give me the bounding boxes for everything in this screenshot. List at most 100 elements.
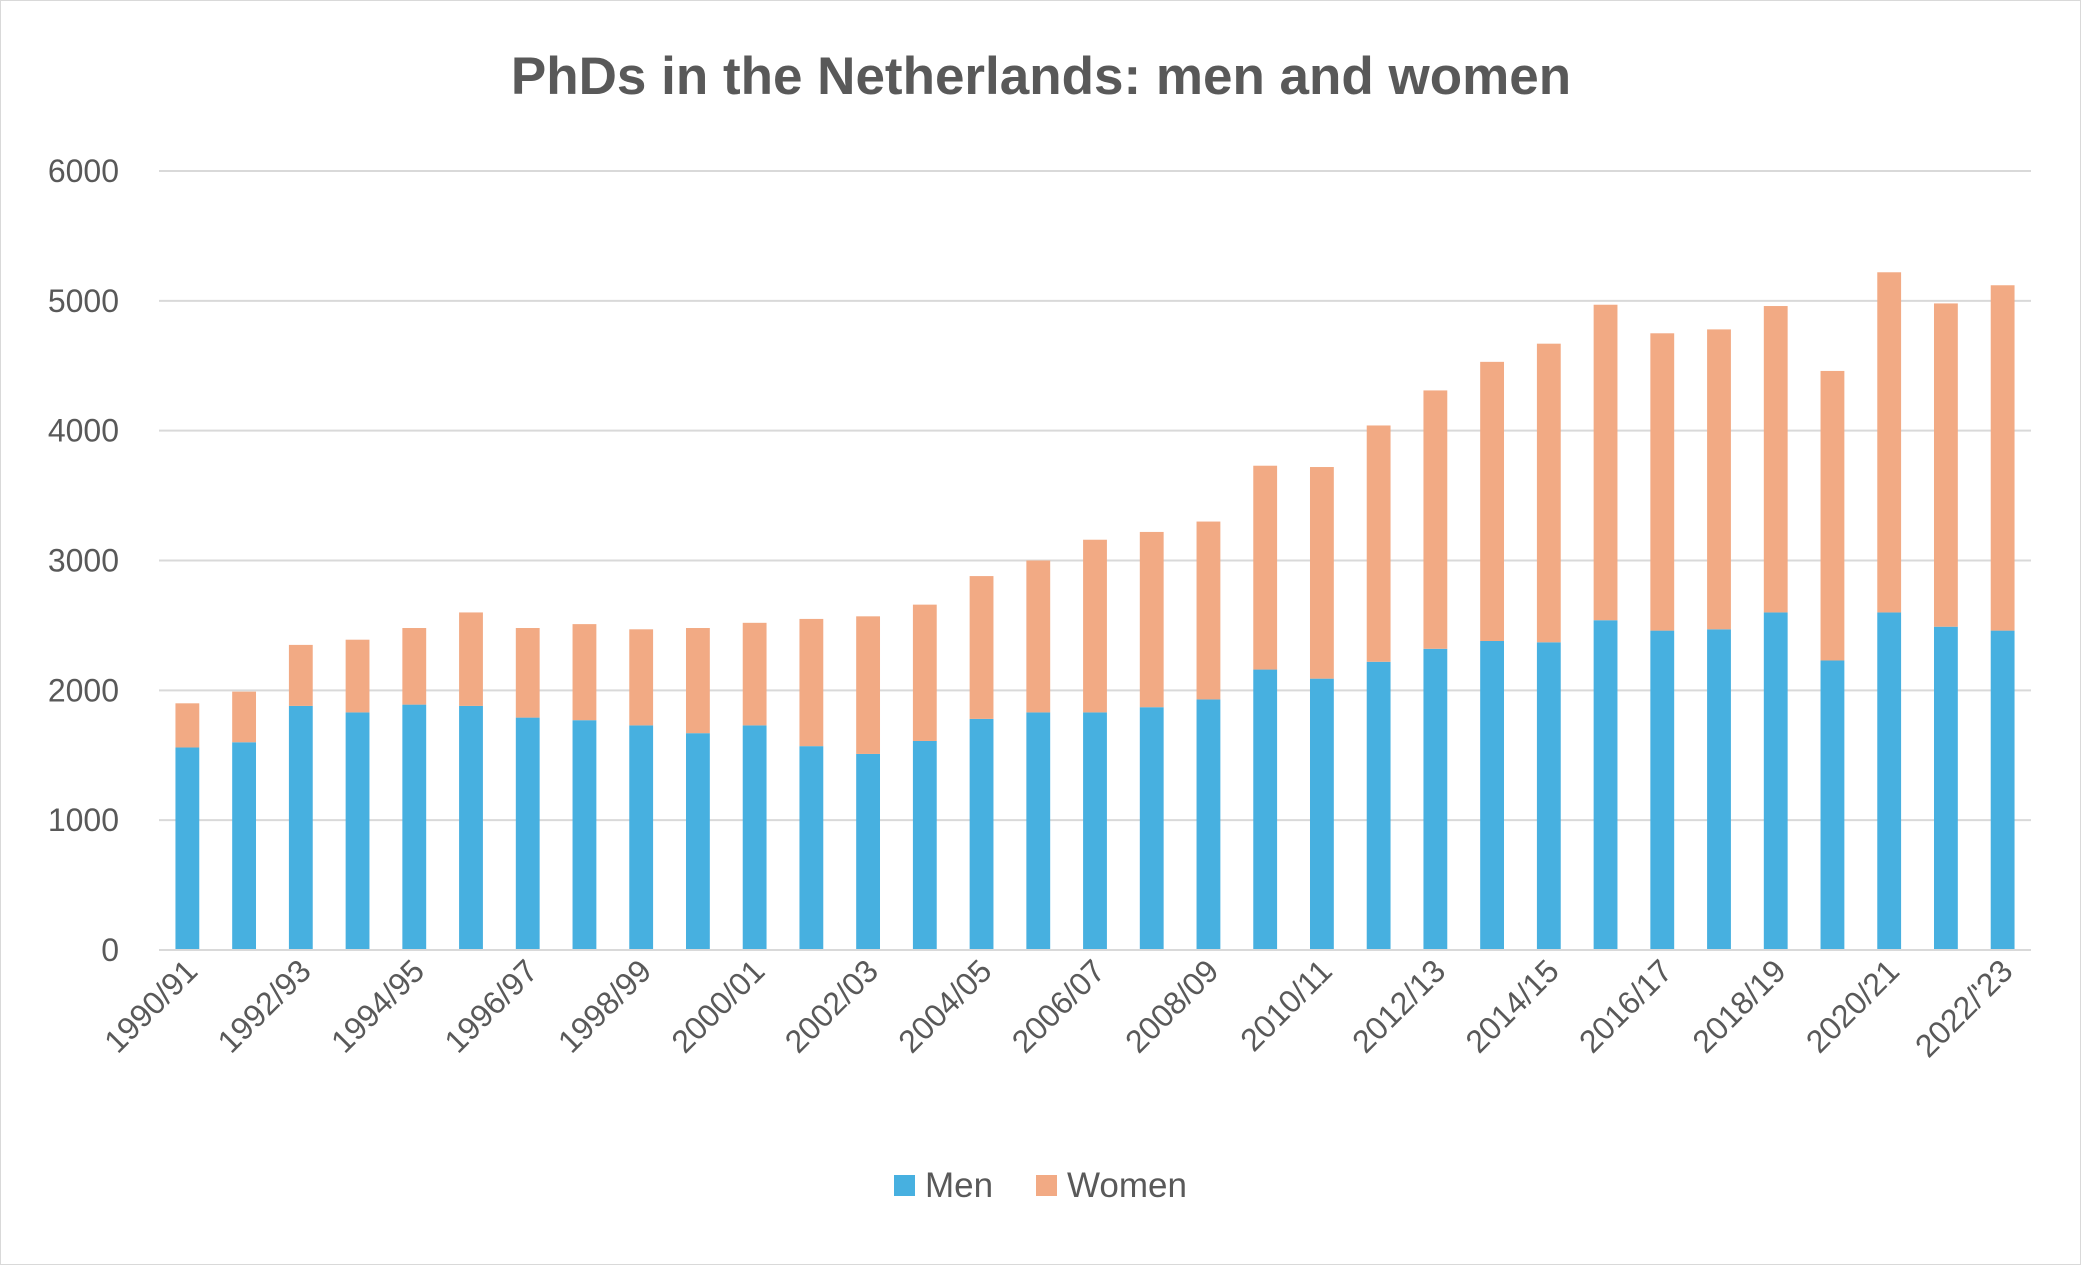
- bar-men: [1083, 712, 1107, 950]
- bar-men: [1933, 626, 1958, 950]
- bar-men: [1366, 661, 1391, 950]
- bar-women: [629, 629, 654, 726]
- bar-women: [1139, 531, 1164, 708]
- bar-women: [1763, 306, 1788, 613]
- x-tick-label: 1996/97: [437, 952, 544, 1059]
- bar-men: [1026, 712, 1051, 950]
- bar-women: [1593, 304, 1618, 621]
- x-tick-label: 2006/07: [1005, 952, 1112, 1059]
- y-tick-label: 4000: [48, 413, 119, 449]
- bar-women: [1026, 560, 1051, 713]
- bar-men: [1196, 699, 1221, 950]
- legend-swatch: [894, 1175, 915, 1196]
- bar-men: [685, 733, 710, 950]
- x-axis-ticks: 1990/91 1992/93 1994/95 1996/97 1998/99 2000/…: [97, 952, 2020, 1064]
- bar-women: [1423, 390, 1448, 649]
- y-axis-ticks: 0 1000 2000 3000 4000 5000 6000: [48, 153, 119, 968]
- bar-women: [969, 576, 994, 719]
- bar-women: [1707, 329, 1731, 630]
- y-tick-label: 3000: [48, 543, 119, 579]
- bar-women: [1820, 370, 1845, 661]
- bar-women: [515, 628, 540, 718]
- bar-women: [1877, 272, 1902, 613]
- bar-men: [1763, 612, 1788, 950]
- bar-women: [232, 691, 257, 743]
- bar-women: [742, 622, 767, 726]
- x-tick-label: 2014/15: [1459, 952, 1566, 1059]
- bar-women: [175, 703, 200, 748]
- x-tick-label: 2016/17: [1572, 952, 1679, 1059]
- x-tick-label: 2004/05: [891, 952, 998, 1059]
- bar-women: [1933, 303, 1958, 627]
- bar-women: [1650, 333, 1675, 631]
- bar-men: [1536, 642, 1561, 950]
- legend-swatch: [1036, 1175, 1057, 1196]
- bar-men: [402, 704, 427, 950]
- bars: [175, 272, 2015, 950]
- bar-women: [459, 612, 483, 706]
- bar-women: [1253, 465, 1278, 670]
- bar-men: [1650, 630, 1675, 950]
- x-tick-label: 2010/11: [1233, 952, 1339, 1058]
- x-tick-label: 2012/13: [1345, 952, 1452, 1059]
- bar-women: [912, 604, 937, 741]
- bar-women: [1536, 343, 1561, 643]
- y-tick-label: 5000: [48, 283, 119, 319]
- bar-men: [856, 753, 881, 950]
- legend-label: Women: [1067, 1166, 1187, 1205]
- x-tick-label: 1990/91: [97, 952, 204, 1059]
- y-tick-label: 2000: [48, 672, 119, 708]
- bar-men: [459, 705, 483, 950]
- legend: Men Women: [894, 1166, 1187, 1205]
- bar-men: [969, 718, 994, 950]
- legend-label: Men: [925, 1166, 993, 1205]
- bar-women: [1480, 361, 1505, 641]
- bar-women: [402, 628, 427, 705]
- bar-men: [175, 747, 200, 950]
- bar-men: [1820, 660, 1845, 950]
- bar-women: [1990, 285, 2015, 631]
- bar-men: [232, 742, 257, 950]
- bar-men: [799, 746, 824, 950]
- bar-men: [1990, 630, 2015, 950]
- x-tick-label: 1992/93: [211, 952, 318, 1059]
- y-tick-label: 6000: [48, 153, 119, 189]
- bar-men: [912, 740, 937, 950]
- bar-men: [1707, 629, 1731, 950]
- bar-men: [1309, 678, 1334, 950]
- bar-women: [1083, 539, 1107, 713]
- x-tick-label: 2000/01: [664, 952, 771, 1059]
- bar-women: [1196, 521, 1221, 700]
- x-tick-label: 1994/95: [324, 952, 431, 1059]
- bar-men: [1253, 669, 1278, 950]
- bar-men: [629, 725, 654, 950]
- bar-men: [572, 720, 597, 950]
- bar-women: [799, 618, 824, 747]
- bar-men: [1139, 707, 1164, 950]
- y-tick-label: 0: [101, 932, 119, 968]
- bar-women: [856, 616, 881, 754]
- bar-men: [515, 717, 540, 950]
- bar-men: [1877, 612, 1902, 950]
- x-tick-label: 2018/19: [1685, 952, 1792, 1059]
- bar-women: [1366, 425, 1391, 662]
- bar-women: [345, 639, 370, 713]
- bar-men: [1480, 640, 1505, 950]
- y-tick-label: 1000: [48, 802, 119, 838]
- x-tick-label: 1998/99: [551, 952, 658, 1059]
- bar-men: [1593, 620, 1618, 950]
- bar-women: [572, 624, 597, 721]
- chart-title: PhDs in the Netherlands: men and women: [511, 47, 1571, 106]
- x-tick-label: 2008/09: [1118, 952, 1225, 1059]
- bar-women: [685, 628, 710, 734]
- x-tick-label: 2020/21: [1799, 952, 1906, 1059]
- x-tick-label: 2002/03: [778, 952, 885, 1059]
- bar-men: [1423, 648, 1448, 950]
- x-tick-label: 2022/'23: [1908, 952, 2020, 1064]
- bar-men: [345, 712, 370, 950]
- bar-men: [742, 725, 767, 950]
- bar-women: [1309, 467, 1334, 679]
- bar-women: [288, 644, 313, 706]
